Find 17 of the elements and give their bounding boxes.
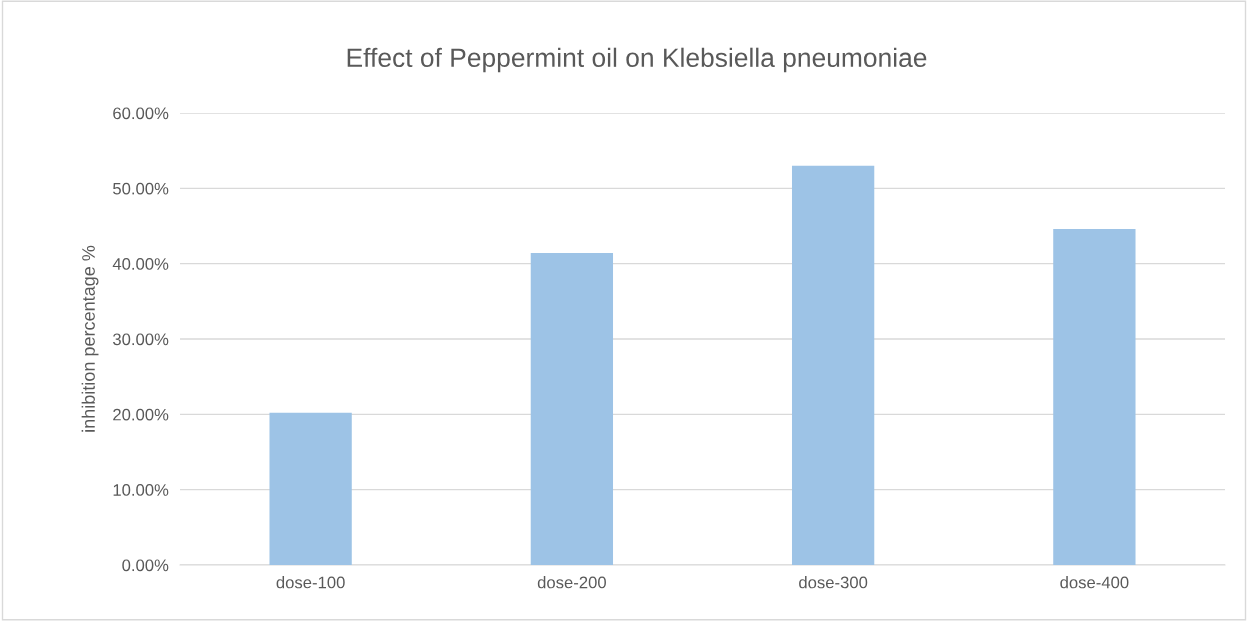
y-tick-label: 10.00% — [113, 484, 169, 496]
y-tick-label: 0.00% — [122, 559, 169, 572]
bar — [530, 253, 614, 565]
x-tick-label: dose-300 — [799, 576, 868, 589]
x-tick-label: dose-100 — [276, 576, 345, 589]
y-axis-title: inhibition percentage % — [81, 245, 99, 432]
y-tick-label: 60.00% — [113, 107, 169, 120]
bar — [1053, 229, 1136, 565]
bar — [269, 412, 352, 565]
y-tick-label: 30.00% — [113, 333, 169, 346]
bar — [791, 165, 875, 565]
y-tick-label: 20.00% — [113, 408, 169, 421]
y-tick-label: 50.00% — [113, 182, 169, 195]
chart-title: Effect of Peppermint oil on Klebsiella pneumoniae — [347, 47, 927, 73]
x-tick-label: dose-200 — [537, 576, 606, 589]
y-tick-label: 40.00% — [112, 258, 169, 270]
x-tick-label: dose-400 — [1060, 576, 1129, 589]
